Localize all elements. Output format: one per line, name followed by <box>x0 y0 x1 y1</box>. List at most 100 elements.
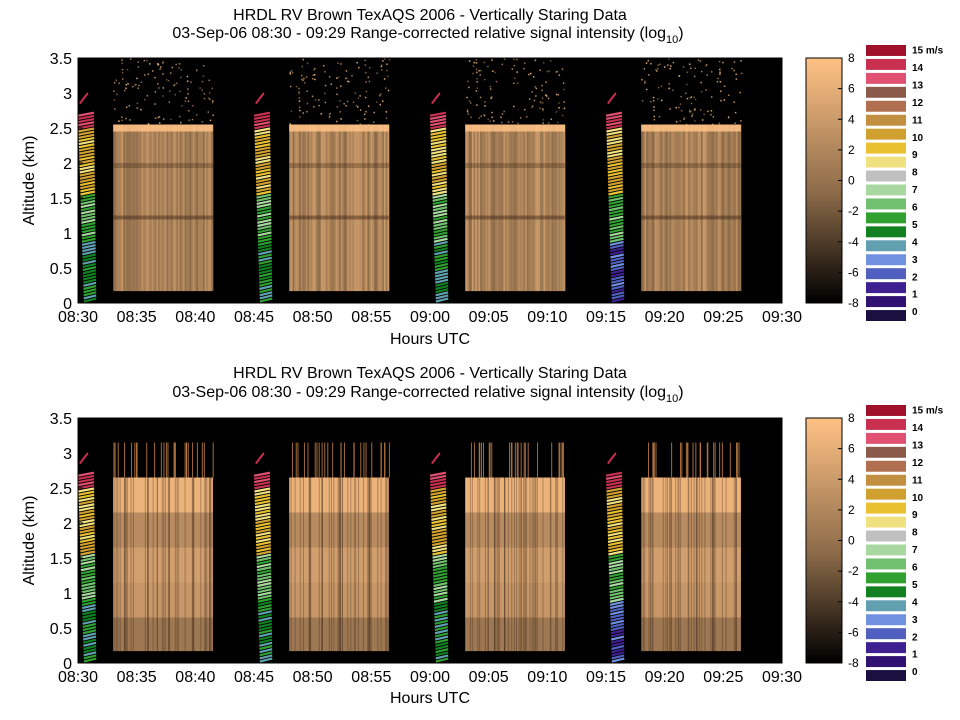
signal-noise <box>385 117 388 119</box>
wind-legend-swatch <box>866 586 906 598</box>
x-tick-label: 09:05 <box>469 669 509 686</box>
wind-barb <box>433 578 448 584</box>
wind-barb <box>254 481 271 487</box>
signal-column <box>347 477 349 652</box>
signal-column <box>540 124 543 292</box>
wind-barb <box>608 547 624 553</box>
wind-barb <box>79 152 95 158</box>
signal-column <box>208 477 210 652</box>
wind-barb <box>257 240 272 246</box>
signal-column <box>498 477 500 652</box>
wind-barb <box>434 253 448 259</box>
signal-noise <box>158 87 160 89</box>
wind-barb <box>254 496 271 503</box>
wind-barb <box>432 550 448 556</box>
signal-noise <box>306 90 308 93</box>
signal-column <box>387 477 389 652</box>
wind-barb <box>608 569 624 575</box>
signal-noise <box>650 100 652 103</box>
wind-barb <box>79 165 95 171</box>
colorbar <box>805 417 843 664</box>
wind-barb <box>432 556 448 562</box>
signal-noise <box>490 97 492 99</box>
signal-column <box>373 124 377 292</box>
layer-top-band <box>465 124 565 132</box>
signal-column <box>132 477 134 652</box>
signal-column <box>377 477 379 652</box>
wind-barb <box>433 600 448 606</box>
signal-noise <box>359 123 362 125</box>
signal-noise <box>691 113 694 115</box>
signal-column <box>209 477 211 652</box>
signal-noise <box>657 86 660 89</box>
wind-barb <box>609 585 624 591</box>
wind-barb <box>81 215 96 221</box>
signal-column <box>696 124 699 292</box>
signal-column <box>183 124 186 292</box>
signal-column <box>202 124 206 292</box>
signal-column <box>325 124 328 292</box>
y-tick-label: 0 <box>63 656 72 673</box>
signal-noise <box>157 116 159 119</box>
wind-barb <box>258 256 272 262</box>
signal-column <box>520 124 523 292</box>
signal-column <box>697 124 700 292</box>
signal-column <box>338 477 340 652</box>
signal-noise <box>693 109 696 111</box>
signal-column <box>353 477 355 652</box>
signal-column <box>129 124 132 292</box>
wind-barb <box>78 503 95 509</box>
signal-noise <box>680 110 683 112</box>
wind-barb <box>254 506 271 512</box>
wind-barb <box>609 600 624 606</box>
signal-noise <box>716 80 719 83</box>
wind-legend-label: 10 <box>912 493 924 504</box>
wind-barb <box>79 168 95 174</box>
x-tick-label: 08:45 <box>234 669 274 686</box>
x-tick-label: 09:10 <box>527 669 567 686</box>
y-tick-label: 2 <box>63 156 72 173</box>
wind-legend-label: 10 <box>912 133 924 144</box>
wind-legend-swatch <box>866 240 906 252</box>
wind-legend-swatch <box>866 502 906 514</box>
signal-noise <box>135 83 137 86</box>
signal-noise <box>534 59 536 62</box>
signal-column <box>164 477 166 652</box>
signal-column <box>662 477 664 652</box>
colorbar-tick-label: 6 <box>848 82 855 96</box>
wind-barb <box>606 127 623 133</box>
wind-barb <box>431 180 448 187</box>
wind-barb <box>79 528 95 534</box>
wind-barb <box>606 140 623 146</box>
signal-noise <box>653 109 655 111</box>
wind-barb <box>609 588 624 594</box>
signal-noise <box>158 63 160 66</box>
layer-band <box>641 215 741 220</box>
wind-barb <box>431 174 447 180</box>
wind-barb <box>430 136 447 143</box>
signal-noise <box>561 68 564 70</box>
x-tick-label: 09:00 <box>410 669 450 686</box>
wind-barb <box>82 635 97 641</box>
signal-column <box>687 477 689 652</box>
wind-barb <box>83 288 97 294</box>
signal-column <box>721 477 723 652</box>
signal-spike <box>695 442 697 478</box>
signal-column <box>360 124 363 292</box>
signal-spike <box>520 442 522 478</box>
signal-column <box>178 124 181 292</box>
signal-column <box>483 124 486 292</box>
wind-barb <box>430 143 447 149</box>
wind-barb <box>83 297 97 303</box>
wind-barb <box>257 215 272 221</box>
signal-column <box>676 124 679 292</box>
signal-noise <box>672 61 675 64</box>
x-tick-label: 09:10 <box>527 309 567 326</box>
wind-barb <box>256 544 272 550</box>
wind-barb <box>610 635 625 641</box>
signal-column <box>714 477 716 652</box>
signal-noise <box>368 80 371 83</box>
signal-spike <box>360 442 362 478</box>
signal-column <box>335 124 338 292</box>
signal-spike <box>332 442 334 478</box>
